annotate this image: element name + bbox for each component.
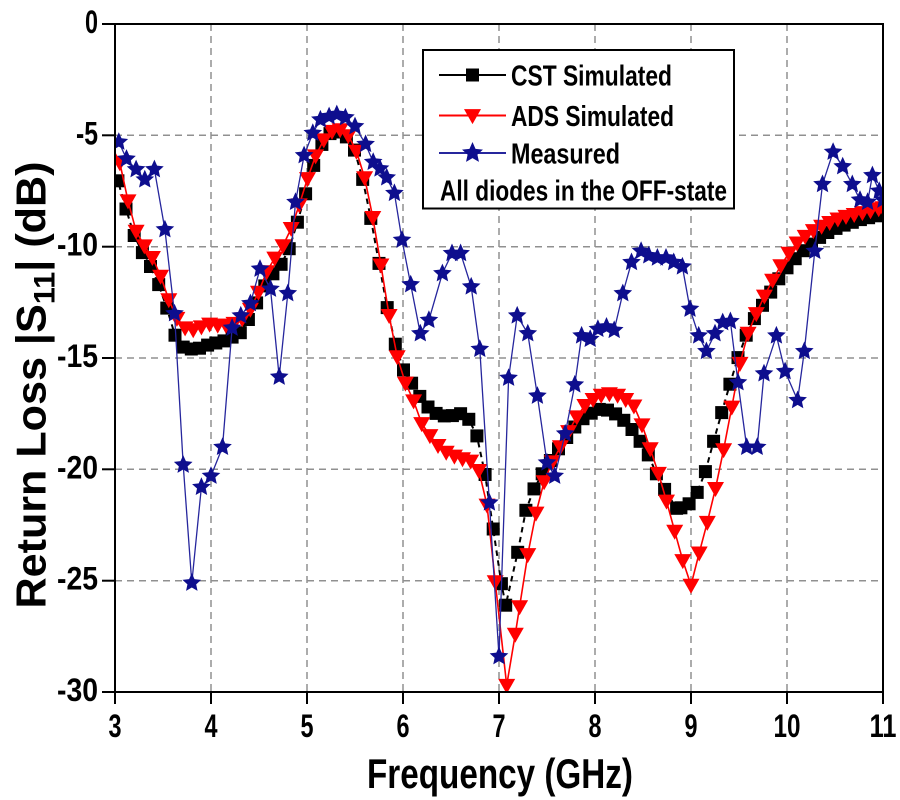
svg-text:-10: -10 (57, 227, 98, 263)
svg-text:9: 9 (685, 708, 698, 744)
svg-text:ADS Simulated: ADS Simulated (511, 101, 674, 133)
svg-text:8: 8 (589, 708, 602, 744)
svg-text:Frequency (GHz): Frequency (GHz) (367, 750, 633, 797)
svg-text:5: 5 (301, 708, 314, 744)
svg-text:4: 4 (205, 708, 218, 744)
svg-text:All diodes in the OFF-state: All diodes in the OFF-state (440, 176, 727, 208)
svg-text:6: 6 (397, 708, 410, 744)
svg-text:3: 3 (109, 708, 122, 744)
svg-text:CST Simulated: CST Simulated (511, 61, 672, 93)
svg-text:7: 7 (493, 708, 506, 744)
svg-text:-15: -15 (57, 338, 98, 374)
svg-text:Return Loss |S11| (dB): Return Loss |S11| (dB) (8, 162, 62, 609)
svg-text:10: 10 (774, 708, 801, 744)
svg-text:11: 11 (870, 708, 897, 744)
svg-text:0: 0 (85, 4, 98, 40)
svg-text:-5: -5 (76, 115, 98, 151)
svg-text:-20: -20 (57, 449, 98, 485)
svg-text:-25: -25 (57, 561, 98, 597)
svg-text:-30: -30 (57, 672, 98, 708)
svg-text:Measured: Measured (511, 139, 620, 171)
